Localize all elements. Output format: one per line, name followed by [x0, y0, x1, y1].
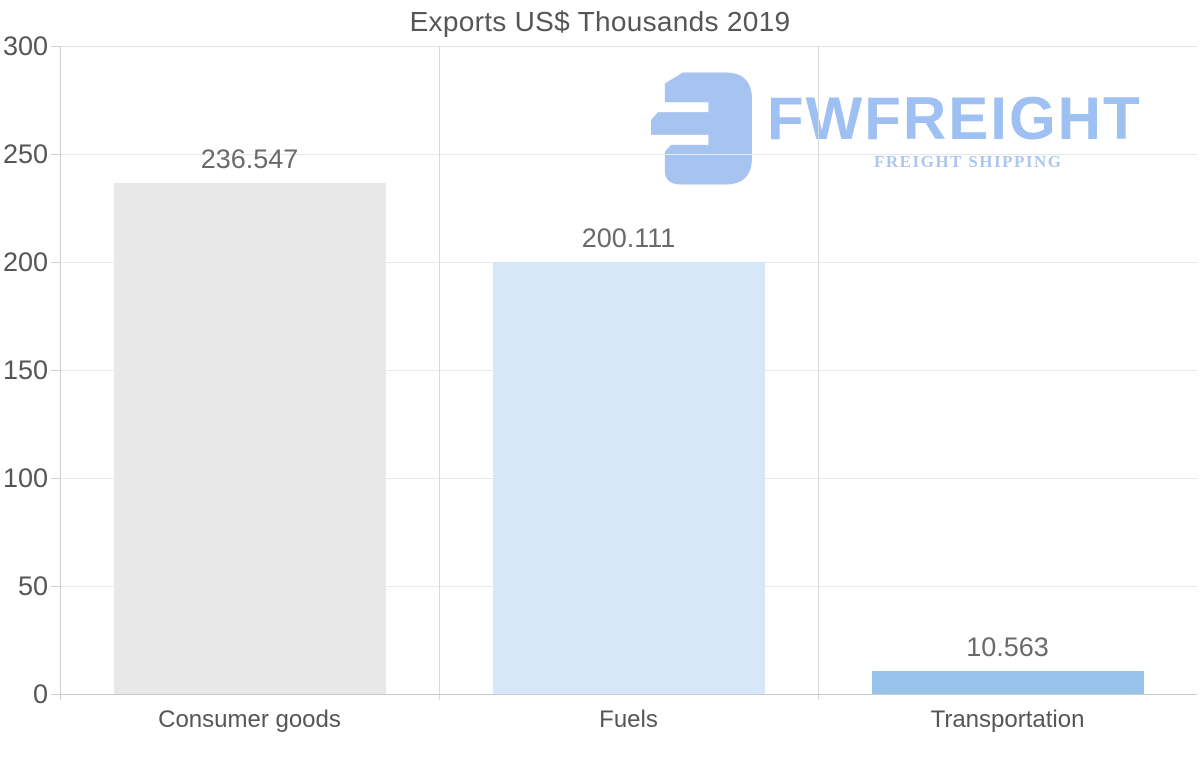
- fwfreight-logo-icon: [650, 72, 752, 185]
- y-tick-label-0: 0: [32, 679, 48, 709]
- y-tick-label-250: 250: [2, 139, 48, 169]
- bar-consumer-goods: [113, 183, 386, 694]
- bar-value-fuels: 200.111: [581, 222, 676, 253]
- y-tick-label-100: 100: [2, 463, 48, 493]
- chart-title: Exports US$ Thousands 2019: [409, 6, 791, 37]
- x-axis-label-transportation: Transportation: [930, 706, 1085, 733]
- y-tick-label-50: 50: [17, 571, 48, 601]
- y-tick-mark-300: [51, 45, 60, 47]
- y-tick-label-300: 300: [2, 31, 48, 61]
- y-tick-mark-0: [51, 693, 60, 695]
- bar-transportation: [871, 671, 1144, 694]
- y-tick-mark-150: [51, 369, 60, 371]
- bar-value-transportation: 10.563: [966, 632, 1049, 663]
- x-axis-label-consumer-goods: Consumer goods: [158, 706, 341, 733]
- gridline-y-300: [60, 45, 1197, 47]
- watermark-brand-text: FWFREIGHT: [767, 85, 1142, 152]
- y-tick-label-150: 150: [2, 355, 48, 385]
- bar-fuels: [492, 261, 765, 694]
- category-separator-1: [439, 46, 440, 700]
- y-tick-label-200: 200: [2, 247, 48, 277]
- y-axis-line: [60, 46, 61, 700]
- x-axis-baseline: [60, 693, 1197, 695]
- x-axis-label-fuels: Fuels: [599, 706, 658, 733]
- fwfreight-watermark: FWFREIGHT FREIGHT SHIPPING: [650, 70, 1170, 195]
- y-tick-mark-50: [51, 585, 60, 587]
- y-tick-mark-200: [51, 261, 60, 263]
- category-separator-2: [818, 46, 819, 700]
- y-tick-mark-100: [51, 477, 60, 479]
- y-tick-mark-250: [51, 153, 60, 155]
- watermark-tagline-text: FREIGHT SHIPPING: [874, 152, 1063, 171]
- gridline-y-250: [60, 153, 1197, 155]
- bar-value-consumer-goods: 236.547: [200, 144, 299, 175]
